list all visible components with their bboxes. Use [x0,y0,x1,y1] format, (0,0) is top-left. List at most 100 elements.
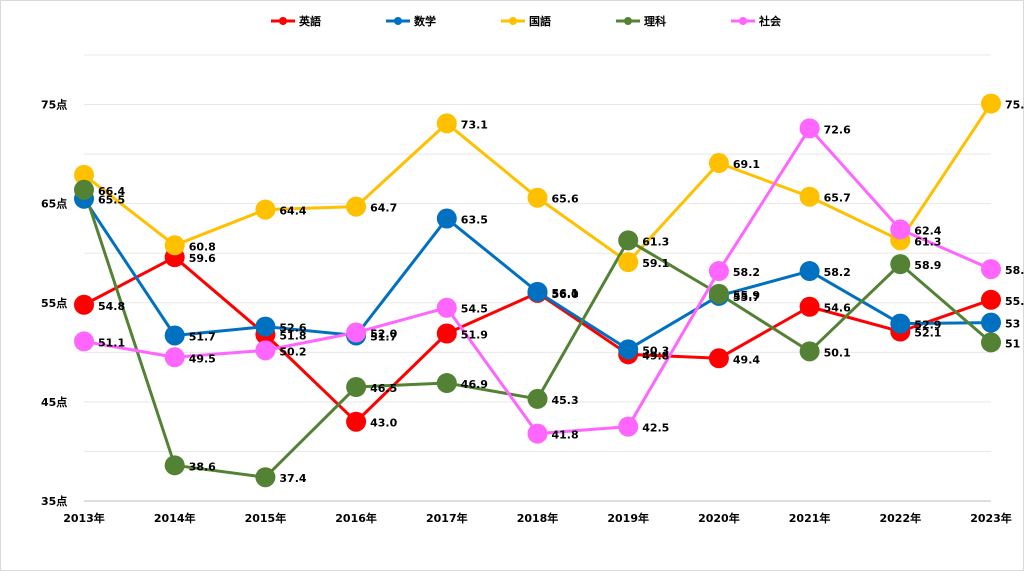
data-label: 59.1 [642,257,669,270]
data-point [981,312,1001,333]
series-points [74,93,1001,488]
data-label: 53 [1005,318,1020,331]
data-point [799,341,820,362]
data-label: 52.9 [914,319,941,332]
data-label: 65.7 [824,192,851,205]
y-tick-label: 65点 [41,197,67,211]
data-label: 41.8 [552,429,579,442]
data-point [890,313,911,334]
data-label: 62.4 [914,224,941,237]
data-point [890,254,911,275]
x-tick-label: 2018年 [517,511,559,525]
data-label: 60.8 [189,240,216,253]
data-point [799,296,820,317]
data-label: 51.1 [98,336,125,349]
data-label: 72.6 [824,123,851,136]
data-point [618,416,639,437]
data-point [708,283,729,304]
series-line [82,197,992,351]
y-axis-ticks: 35点 45点 55点 65点 75点 [41,98,67,508]
data-point [346,411,367,432]
data-label: 75.1 [1005,99,1024,112]
data-label: 59.6 [189,252,216,265]
data-label: 54.6 [824,302,851,315]
data-label: 49.8 [642,349,669,362]
data-label: 49.4 [733,353,760,366]
data-label: 38.6 [189,460,216,473]
data-label: 51.8 [279,329,306,342]
data-point [708,153,729,174]
data-point [164,235,185,256]
data-label: 61.3 [914,235,941,248]
data-label: 56.1 [552,287,579,300]
x-tick-label: 2014年 [154,511,196,525]
data-point [164,455,185,476]
data-label: 42.5 [642,422,669,435]
series-line [83,126,992,436]
data-point [255,340,276,361]
data-label: 45.3 [552,394,579,407]
data-label: 69.1 [733,158,760,171]
data-point [436,208,457,229]
data-label: 51.7 [370,330,397,343]
x-tick-label: 2021年 [789,511,831,525]
data-label: 66.4 [98,185,125,198]
data-point [436,323,457,344]
data-point [255,199,276,220]
legend-label: 理科 [644,14,666,28]
data-label: 65.5 [98,194,125,207]
data-point [527,187,548,208]
legend-label: 数学 [414,14,436,28]
data-label: 54.5 [461,303,488,316]
y-tick-label: 45点 [41,395,67,409]
data-point [618,339,639,360]
data-label: 58.4 [1005,264,1024,277]
data-point [255,467,276,488]
data-point [527,281,548,302]
data-point [74,164,94,185]
data-point [981,93,1001,114]
data-point [255,316,276,337]
data-label: 46.9 [461,378,488,391]
x-axis-ticks: 2013年 2014年 2015年 2016年 2017年 2018年 2019年 2020年… [63,511,1012,525]
data-point [436,297,457,318]
data-point [981,289,1001,310]
data-point [799,261,820,282]
data-label: 52.1 [914,327,941,340]
data-label: 37.4 [279,472,306,485]
data-point [74,294,94,315]
x-tick-label: 2017年 [426,511,468,525]
data-point [164,347,185,368]
x-tick-label: 2015年 [245,511,287,525]
data-point [618,230,639,251]
data-label: 63.5 [461,214,488,227]
data-point [527,388,548,409]
y-tick-label: 75点 [41,98,67,112]
x-tick-label: 2019年 [607,511,649,525]
data-label: 50.1 [824,346,851,359]
data-label: 50.3 [642,344,669,357]
legend: 英語 数学 国語 理科 社会 [271,14,782,28]
data-point [890,219,911,240]
data-label: 55.9 [733,289,760,302]
data-point [799,118,820,139]
data-label: 46.5 [370,382,397,395]
data-label: 73.1 [461,118,488,131]
data-point [436,373,457,394]
data-label: 58.2 [824,266,851,279]
data-label: 56.0 [552,288,579,301]
data-label: 54.8 [98,300,125,313]
data-point [164,325,185,346]
legend-marker [394,17,402,25]
data-label: 50.2 [279,345,306,358]
data-point [74,179,94,200]
data-label: 58.2 [733,266,760,279]
data-label: 51 [1005,337,1020,350]
data-point [981,259,1001,280]
data-label: 49.5 [189,352,216,365]
legend-marker [739,17,747,25]
y-tick-label: 55点 [41,296,67,310]
x-tick-label: 2020年 [698,511,740,525]
legend-marker [624,17,632,25]
y-tick-label: 35点 [41,494,67,508]
